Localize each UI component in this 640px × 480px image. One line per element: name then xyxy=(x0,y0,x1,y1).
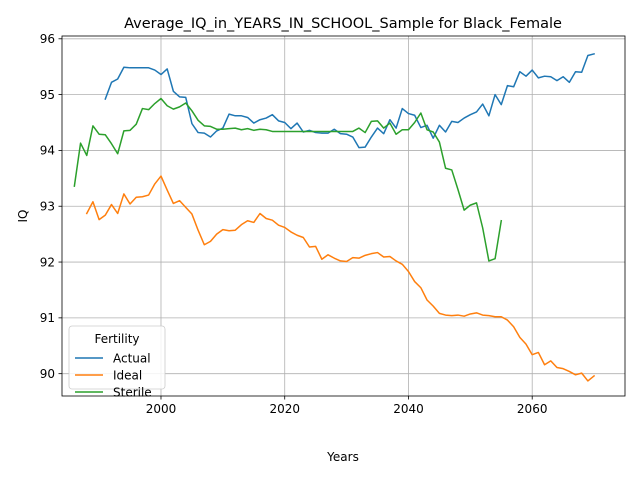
x-tick-label: 2040 xyxy=(393,402,424,416)
y-tick-label: 96 xyxy=(40,32,55,46)
legend-label-ideal: Ideal xyxy=(113,368,142,382)
x-tick-label: 2020 xyxy=(269,402,300,416)
x-axis-label: Years xyxy=(326,450,359,464)
chart-title: Average_IQ_in_YEARS_IN_SCHOOL_Sample for… xyxy=(124,16,562,32)
legend-label-sterile: Sterile xyxy=(113,385,152,399)
legend-label-actual: Actual xyxy=(113,351,151,365)
y-axis-label: IQ xyxy=(16,210,30,223)
x-tick-label: 2060 xyxy=(517,402,548,416)
grid xyxy=(62,36,625,396)
legend-title: Fertility xyxy=(94,332,139,346)
series-line-actual xyxy=(104,52,595,149)
y-tick-label: 90 xyxy=(40,367,55,381)
y-tick-label: 94 xyxy=(40,144,55,158)
axis-ticks: 2000 2020 2040 2060 90 91 92 93 94 95 96 xyxy=(40,32,548,416)
y-tick-label: 91 xyxy=(40,311,55,325)
y-tick-label: 93 xyxy=(40,200,55,214)
series-line-ideal xyxy=(85,175,596,382)
x-tick-label: 2000 xyxy=(146,402,177,416)
legend-box xyxy=(68,325,166,390)
y-tick-label: 95 xyxy=(40,88,55,102)
plot-frame xyxy=(61,35,626,397)
legend: Fertility Actual Ideal Sterile xyxy=(68,325,166,399)
legend-entries: Actual Ideal Sterile xyxy=(75,351,152,399)
y-tick-label: 92 xyxy=(40,255,55,269)
series-lines xyxy=(73,52,596,382)
series-line-sterile xyxy=(73,97,503,262)
